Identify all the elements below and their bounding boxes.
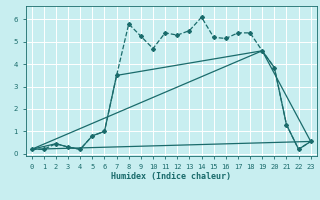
X-axis label: Humidex (Indice chaleur): Humidex (Indice chaleur) xyxy=(111,172,231,181)
